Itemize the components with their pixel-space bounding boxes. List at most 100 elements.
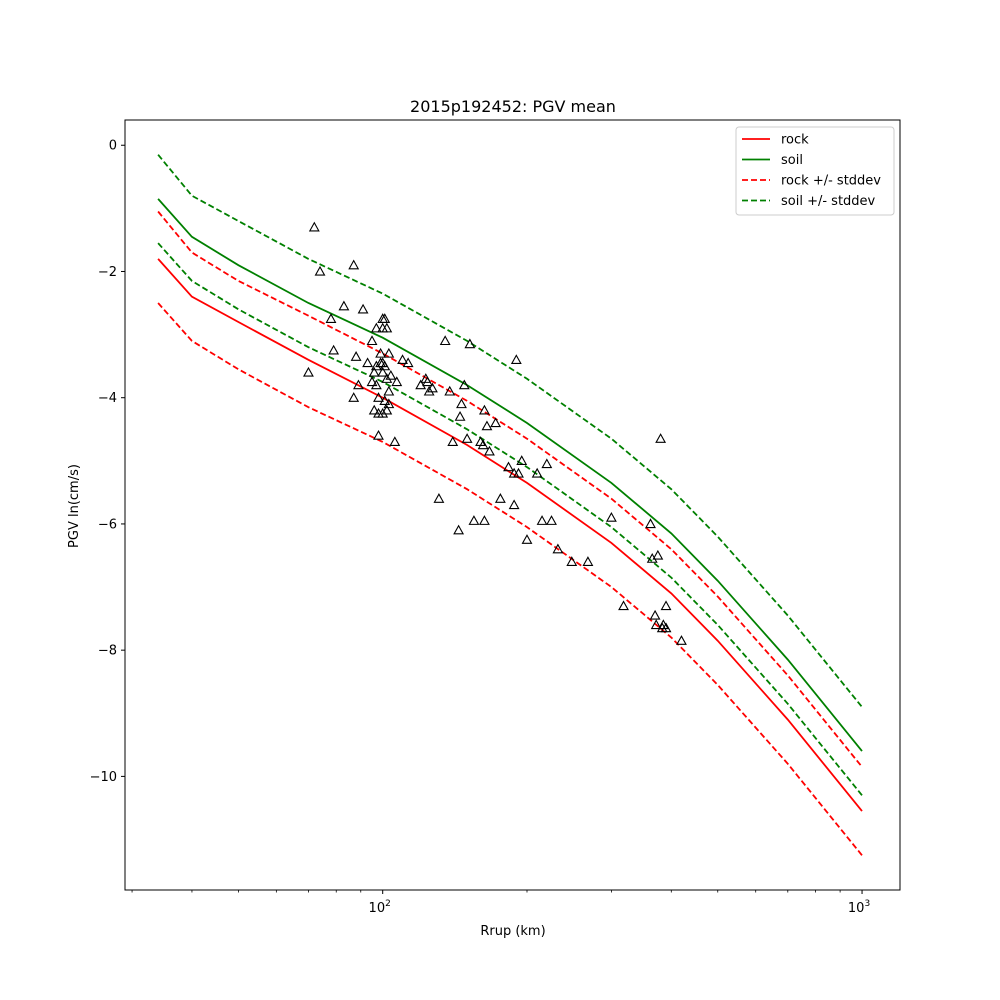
- y-tick-label: −8: [98, 644, 117, 659]
- data-point: [494, 493, 506, 503]
- data-point: [566, 556, 578, 566]
- data-point: [531, 467, 543, 478]
- data-point: [377, 357, 389, 368]
- legend-label: soil +/- stddev: [781, 194, 876, 209]
- data-point: [338, 300, 350, 311]
- series-line-rock-stddev-2: [157, 210, 863, 768]
- data-point: [552, 543, 564, 554]
- data-point: [385, 369, 397, 380]
- data-point: [660, 600, 672, 611]
- data-point: [325, 313, 337, 323]
- data-point: [397, 354, 408, 364]
- y-tick-label: −4: [98, 391, 117, 406]
- series-line-soil-stddev-5: [157, 242, 863, 796]
- points-layer: [303, 221, 687, 645]
- y-tick-label: −6: [98, 517, 117, 532]
- data-point: [453, 524, 465, 535]
- x-tick-label: 103: [848, 899, 870, 916]
- data-point: [391, 376, 403, 387]
- data-point: [652, 549, 664, 560]
- legend-label: rock +/- stddev: [781, 174, 881, 189]
- y-axis-label: PGV ln(cm/s): [67, 464, 82, 548]
- series-layer: [157, 154, 863, 856]
- x-tick-label: 102: [369, 899, 391, 916]
- plot-frame: [124, 119, 901, 891]
- data-point: [308, 221, 320, 232]
- y-axis: 0 −2 −4 −6 −8 −10: [90, 139, 125, 785]
- data-point: [649, 609, 661, 620]
- data-point: [503, 461, 514, 472]
- data-point: [362, 357, 374, 368]
- data-point: [464, 338, 476, 349]
- data-point: [461, 433, 473, 443]
- data-point: [370, 322, 382, 333]
- data-point: [444, 385, 456, 396]
- data-point: [478, 515, 490, 525]
- data-point: [368, 404, 380, 415]
- data-point: [645, 518, 656, 529]
- x-axis-label: Rrup (km): [480, 924, 545, 939]
- data-point: [490, 417, 502, 428]
- data-point: [650, 619, 662, 630]
- y-tick-label: 0: [109, 139, 117, 154]
- data-point: [582, 556, 594, 566]
- data-point: [468, 515, 480, 525]
- data-point: [375, 347, 387, 358]
- data-point: [379, 313, 391, 323]
- y-tick-label: −2: [98, 265, 117, 280]
- data-point: [357, 303, 369, 314]
- data-point: [381, 404, 393, 415]
- data-point: [546, 515, 557, 525]
- data-point: [303, 366, 314, 377]
- data-point: [383, 385, 395, 396]
- data-point: [660, 622, 672, 633]
- data-point: [454, 411, 466, 421]
- data-point: [508, 499, 520, 510]
- data-point: [676, 635, 687, 645]
- data-point: [516, 455, 528, 465]
- data-point: [605, 511, 617, 522]
- legend-label: soil: [781, 153, 803, 168]
- data-point: [348, 392, 360, 402]
- data-point: [422, 376, 433, 387]
- data-point: [456, 398, 467, 409]
- data-point: [481, 420, 493, 431]
- data-point: [447, 436, 459, 447]
- data-point: [377, 407, 389, 418]
- data-point: [370, 379, 382, 390]
- x-axis: 102 103: [131, 890, 870, 916]
- series-line-soil-stddev-4: [157, 154, 863, 708]
- series-line-rock-0: [157, 258, 863, 812]
- data-point: [655, 433, 667, 443]
- data-point: [439, 335, 451, 346]
- data-point: [536, 515, 548, 525]
- data-point: [427, 382, 438, 393]
- y-tick-label: −10: [90, 770, 117, 785]
- data-point: [510, 354, 522, 364]
- series-line-soil-1: [157, 198, 863, 752]
- data-point: [368, 366, 380, 377]
- data-point: [366, 335, 378, 346]
- series-line-rock-stddev-3: [157, 302, 863, 856]
- data-point: [314, 265, 326, 276]
- data-point: [508, 467, 520, 478]
- data-point: [373, 392, 384, 402]
- data-point: [328, 344, 340, 355]
- legend-label: rock: [781, 133, 809, 148]
- data-point: [379, 395, 391, 406]
- data-point: [381, 373, 393, 383]
- data-point: [389, 436, 401, 447]
- data-point: [433, 493, 445, 503]
- data-point: [383, 347, 395, 358]
- data-point: [383, 398, 395, 409]
- data-point: [348, 259, 360, 270]
- data-point: [353, 379, 364, 390]
- data-point: [381, 322, 393, 333]
- chart-title: 2015p192452: PGV mean: [410, 97, 616, 116]
- data-point: [521, 534, 533, 544]
- data-point: [366, 376, 378, 387]
- data-point: [350, 351, 362, 361]
- data-point: [477, 439, 489, 450]
- data-point: [484, 445, 495, 456]
